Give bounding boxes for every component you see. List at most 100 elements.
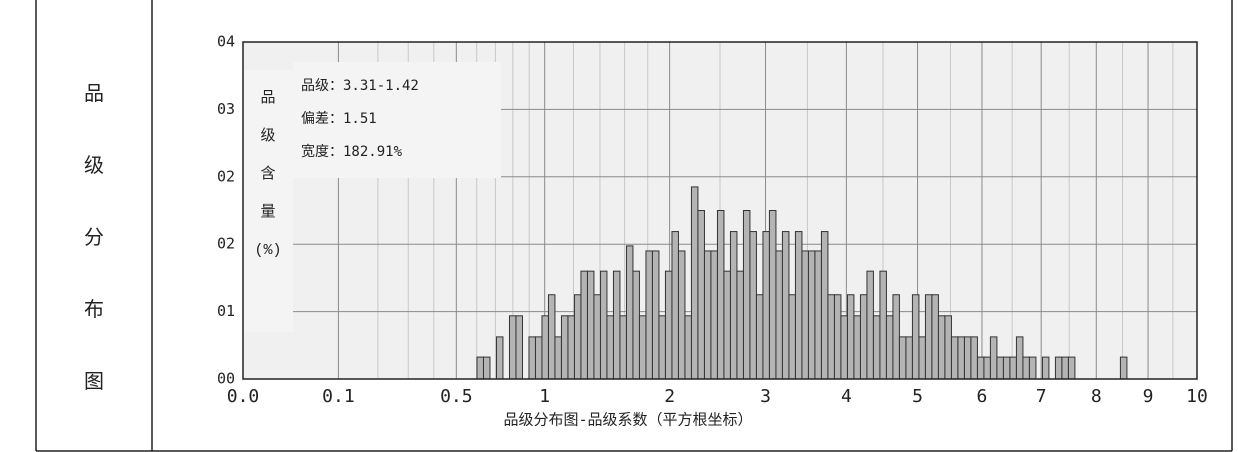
annotation: 宽度：182.91%	[301, 143, 403, 160]
x-tick-label: 0.1	[322, 386, 355, 407]
bar	[651, 250, 660, 380]
bar	[827, 294, 835, 380]
bar	[762, 231, 770, 380]
ylabel-box	[243, 70, 293, 332]
bar	[632, 270, 640, 380]
bar	[723, 270, 731, 380]
bar	[684, 315, 692, 380]
bar	[547, 294, 556, 380]
bar	[794, 231, 803, 380]
x-tick-label: 1	[539, 386, 550, 407]
y-tick-label: 02	[217, 167, 235, 185]
bar	[807, 250, 816, 380]
row-label: 品级分布图	[84, 81, 104, 393]
x-tick-label: 5	[912, 386, 923, 407]
x-tick-label: 10	[1186, 386, 1208, 407]
bar	[495, 336, 504, 380]
bar	[957, 336, 965, 380]
bar	[1119, 356, 1128, 380]
bar	[970, 336, 978, 380]
bar	[1028, 356, 1037, 380]
y-tick-label: 02	[217, 235, 235, 253]
bar	[690, 186, 699, 380]
x-tick-label: 9	[1143, 386, 1154, 407]
bar	[846, 294, 855, 380]
x-tick-label: 0.5	[440, 386, 473, 407]
bar	[1002, 356, 1011, 380]
bar	[619, 315, 627, 380]
bar	[664, 270, 673, 380]
x-tick-label: 2	[664, 386, 675, 407]
bar	[859, 294, 868, 380]
bar	[924, 294, 933, 380]
bar	[931, 294, 939, 380]
bar	[697, 210, 705, 380]
bar	[781, 231, 790, 380]
bar	[872, 315, 881, 380]
bar	[892, 294, 900, 380]
bar	[983, 356, 991, 380]
bar	[625, 245, 634, 380]
bar	[534, 336, 543, 380]
bar	[1054, 356, 1063, 380]
y-tick-label: 04	[217, 33, 235, 51]
bar	[989, 336, 998, 380]
bar	[476, 356, 484, 380]
bar	[1022, 356, 1030, 380]
bar	[911, 294, 920, 380]
bar	[1041, 356, 1050, 380]
bar	[560, 315, 569, 380]
bar	[710, 250, 718, 380]
bar	[853, 315, 861, 380]
bar	[528, 336, 536, 380]
bar	[671, 231, 679, 380]
x-tick-label: 7	[1036, 386, 1047, 407]
bar	[879, 270, 887, 380]
bar	[508, 315, 517, 380]
y-axis-title: 品级含量(%)	[254, 90, 282, 259]
y-tick-label: 01	[217, 302, 235, 320]
bar	[742, 210, 751, 380]
bar	[885, 315, 894, 380]
bar	[755, 294, 764, 380]
x-tick-label: 6	[977, 386, 988, 407]
bar	[612, 270, 621, 380]
bar	[593, 294, 601, 380]
bar	[820, 231, 829, 380]
labels: 品级分布图-品级系数（平方根坐标） 0.0 0.1 0.5 1 2 3 4 5 6 7 8 9 10 00…	[217, 33, 1208, 429]
bar	[541, 315, 549, 380]
bar	[866, 270, 874, 380]
bar	[554, 336, 562, 380]
bar	[1009, 356, 1017, 380]
bar	[515, 315, 523, 380]
bar	[833, 294, 842, 380]
bar	[703, 250, 712, 380]
annotation-box	[293, 62, 501, 178]
bar	[976, 356, 985, 380]
bar	[1061, 356, 1069, 380]
bar	[963, 336, 972, 380]
bar	[599, 270, 608, 380]
bar	[482, 356, 491, 380]
bar	[586, 270, 595, 380]
bar	[1067, 356, 1076, 380]
annotation: 品级：3.31-1.42	[301, 78, 419, 94]
bar	[996, 356, 1004, 380]
bar	[775, 250, 783, 380]
bar	[898, 336, 907, 380]
x-axis-title: 品级分布图-品级系数（平方根坐标）	[503, 411, 752, 429]
bar	[749, 231, 757, 380]
x-tick-label: 0.0	[227, 386, 260, 407]
bar	[606, 315, 614, 380]
bar	[573, 294, 582, 380]
bar	[944, 315, 952, 380]
bar	[638, 315, 647, 380]
y-tick-label: 00	[217, 370, 235, 388]
bar	[567, 315, 575, 380]
bar	[580, 270, 588, 380]
plot-border	[242, 41, 1198, 380]
bar	[814, 250, 822, 380]
bar	[716, 210, 725, 380]
bar	[645, 250, 653, 380]
